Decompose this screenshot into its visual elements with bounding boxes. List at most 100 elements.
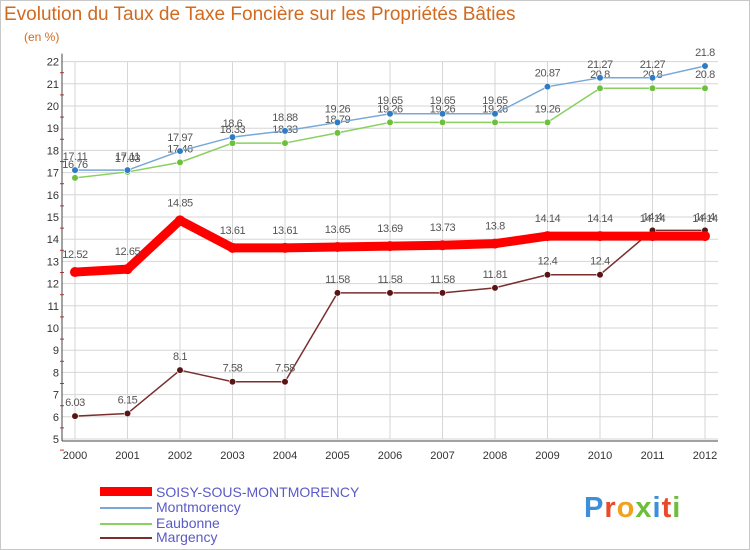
point-soisy-sous-montmorency [542, 231, 553, 242]
point-margency [491, 284, 499, 292]
point-montmorency [543, 83, 552, 91]
data-label-eaubonne: 19.26 [482, 103, 508, 115]
point-soisy-sous-montmorency [227, 242, 238, 253]
data-label-soisy-sous-montmorency: 13.73 [430, 222, 456, 234]
x-tick-label: 2008 [483, 450, 507, 462]
x-tick-label: 2011 [641, 450, 665, 462]
legend-label-montmorency: Montmorency [156, 499, 241, 515]
y-tick-label: 19 [47, 123, 59, 135]
point-soisy-sous-montmorency [437, 240, 448, 251]
point-montmorency [281, 127, 289, 135]
data-label-montmorency: 19.65 [482, 95, 508, 107]
y-tick-label: 14 [47, 234, 59, 246]
point-montmorency [333, 118, 342, 127]
point-soisy-sous-montmorency [280, 242, 290, 253]
data-label-margency: 6.15 [118, 394, 138, 406]
point-montmorency [701, 62, 709, 70]
y-tick-label: 5 [53, 434, 59, 446]
data-label-margency: 11.81 [483, 269, 508, 281]
data-label-eaubonne: 19.26 [535, 103, 561, 115]
data-label-margency: 11.58 [430, 274, 455, 286]
logo-letter: r [604, 492, 617, 524]
data-label-margency: 12.4 [590, 256, 610, 268]
point-montmorency [123, 166, 132, 174]
point-montmorency [176, 147, 184, 155]
point-montmorency [648, 74, 657, 82]
y-tick-label: 6 [53, 412, 59, 424]
point-montmorency [228, 133, 237, 141]
data-label-eaubonne: 18.33 [220, 124, 246, 136]
point-margency [228, 378, 237, 386]
data-label-soisy-sous-montmorency: 12.65 [115, 246, 141, 258]
data-label-soisy-sous-montmorency: 13.61 [220, 225, 246, 237]
data-label-margency: 7.58 [275, 363, 295, 375]
point-margency [123, 409, 132, 418]
point-margency [281, 378, 289, 386]
proxiti-logo: Proxiti [584, 492, 681, 525]
x-tick-label: 2002 [168, 450, 192, 462]
y-tick-label: 11 [48, 301, 59, 313]
y-tick-label: 18 [47, 145, 59, 157]
data-label-soisy-sous-montmorency: 14.14 [692, 213, 718, 225]
point-margency [71, 412, 79, 420]
point-eaubonne [543, 118, 552, 127]
logo-letter: P [584, 492, 605, 524]
data-label-montmorency: 17.97 [167, 132, 193, 144]
point-margency [543, 271, 552, 279]
data-label-soisy-sous-montmorency: 13.69 [377, 223, 403, 235]
point-eaubonne [438, 118, 447, 127]
data-label-montmorency: 19.26 [325, 103, 351, 115]
point-eaubonne [71, 174, 79, 182]
data-label-soisy-sous-montmorency: 13.65 [325, 224, 351, 236]
data-label-margency: 6.03 [65, 397, 85, 409]
point-montmorency [491, 110, 499, 118]
y-tick-label: 10 [47, 323, 59, 335]
y-tick-label: 21 [47, 79, 59, 91]
point-margency [596, 271, 604, 279]
data-label-soisy-sous-montmorency: 14.14 [535, 213, 561, 225]
y-tick-label: 22 [47, 57, 59, 69]
data-label-montmorency: 17.11 [115, 151, 140, 163]
y-tick-label: 17 [47, 168, 59, 180]
data-label-soisy-sous-montmorency: 14.14 [640, 213, 666, 225]
point-eaubonne [281, 139, 289, 147]
chart-title: Evolution du Taux de Taxe Foncière sur l… [4, 4, 516, 25]
legend-label-soisy: SOISY-SOUS-MONTMORENCY [156, 484, 360, 500]
x-tick-label: 2009 [535, 450, 559, 462]
logo-letter: t [661, 492, 673, 524]
y-tick-label: 8 [53, 367, 59, 379]
y-tick-label: 16 [47, 190, 59, 202]
logo-letter: o [616, 492, 636, 524]
data-label-montmorency: 21.8 [695, 47, 715, 59]
data-label-margency: 14.4 [643, 211, 663, 223]
x-tick-label: 2012 [693, 450, 717, 462]
point-eaubonne [701, 84, 709, 92]
data-label-margency: 8.1 [173, 351, 187, 363]
x-tick-label: 2000 [63, 450, 87, 462]
point-margency [176, 366, 184, 374]
point-soisy-sous-montmorency [385, 241, 395, 252]
y-tick-label: 12 [47, 279, 59, 291]
point-soisy-sous-montmorency [700, 231, 710, 242]
legend-swatch-eaubonne [100, 523, 152, 525]
legend-swatch-margency [100, 537, 152, 539]
data-label-eaubonne: 19.26 [430, 103, 456, 115]
y-tick-label: 15 [47, 212, 59, 224]
data-label-soisy-sous-montmorency: 14.14 [587, 213, 613, 225]
x-tick-label: 2001 [115, 450, 139, 462]
point-montmorency [438, 110, 447, 118]
point-eaubonne [648, 84, 657, 92]
data-label-margency: 12.4 [538, 256, 558, 268]
point-eaubonne [228, 139, 237, 147]
legend-swatch-soisy [100, 487, 152, 496]
point-margency [438, 289, 447, 297]
point-montmorency [596, 74, 604, 82]
point-soisy-sous-montmorency [647, 231, 658, 242]
point-soisy-sous-montmorency [332, 241, 343, 252]
data-label-montmorency: 21.27 [587, 59, 613, 71]
point-margency [333, 289, 342, 297]
unit-label: (en %) [24, 30, 60, 44]
point-soisy-sous-montmorency [490, 238, 500, 249]
